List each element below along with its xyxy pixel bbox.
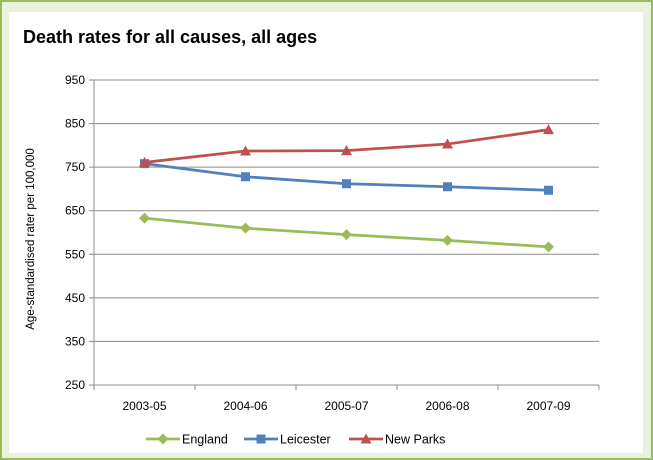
line-chart: Death rates for all causes, all ages Age… bbox=[23, 27, 600, 447]
data-point bbox=[240, 145, 251, 156]
gridlines bbox=[89, 79, 599, 386]
y-tick-label: 350 bbox=[65, 334, 85, 348]
series-leicester bbox=[140, 159, 553, 195]
data-point bbox=[341, 145, 352, 156]
y-tick-label: 550 bbox=[65, 247, 85, 261]
legend-label: England bbox=[182, 433, 228, 447]
y-tick-label: 250 bbox=[65, 378, 85, 392]
data-point bbox=[139, 212, 150, 224]
chart-panel: Death rates for all causes, all ages Age… bbox=[9, 12, 643, 453]
data-point bbox=[241, 172, 250, 182]
y-tick-labels: 250 350 450 550 650 750 850 950 bbox=[65, 73, 85, 392]
x-tick-labels: 2003-05 2004-06 2005-07 2006-08 2007-09 bbox=[122, 399, 570, 413]
data-point bbox=[341, 229, 352, 241]
y-tick-label: 450 bbox=[65, 291, 85, 305]
legend-marker bbox=[360, 433, 372, 444]
y-axis-label: Age-standardised rater per 100,000 bbox=[25, 148, 37, 330]
y-tick-label: 850 bbox=[65, 117, 85, 131]
data-point bbox=[342, 179, 351, 189]
x-tick-label: 2006-08 bbox=[425, 399, 469, 413]
legend-label: Leicester bbox=[280, 433, 331, 447]
data-point bbox=[443, 182, 452, 192]
y-tick-label: 950 bbox=[65, 73, 85, 87]
data-point bbox=[442, 234, 453, 246]
x-tick-label: 2003-05 bbox=[122, 399, 166, 413]
y-tick-label: 750 bbox=[65, 160, 85, 174]
data-point bbox=[240, 222, 251, 234]
legend-label: New Parks bbox=[385, 433, 445, 447]
data-point bbox=[139, 156, 150, 167]
data-point bbox=[442, 138, 453, 149]
x-tick-label: 2004-06 bbox=[223, 399, 267, 413]
series-england bbox=[139, 212, 554, 253]
series-new-parks bbox=[139, 124, 554, 167]
y-tick-label: 650 bbox=[65, 204, 85, 218]
x-tick-label: 2007-09 bbox=[526, 399, 570, 413]
data-point bbox=[543, 124, 554, 135]
data-point bbox=[544, 185, 553, 195]
axes bbox=[93, 80, 600, 390]
legend-marker bbox=[256, 434, 266, 444]
legend-marker bbox=[157, 433, 169, 445]
series bbox=[139, 124, 554, 253]
data-point bbox=[543, 241, 554, 253]
legend-item: New Parks bbox=[349, 433, 445, 447]
legend: England Leicester New Parks bbox=[146, 433, 445, 447]
legend-item: England bbox=[146, 433, 228, 447]
chart-title: Death rates for all causes, all ages bbox=[23, 27, 317, 47]
legend-item: Leicester bbox=[244, 433, 331, 447]
x-tick-label: 2005-07 bbox=[324, 399, 368, 413]
